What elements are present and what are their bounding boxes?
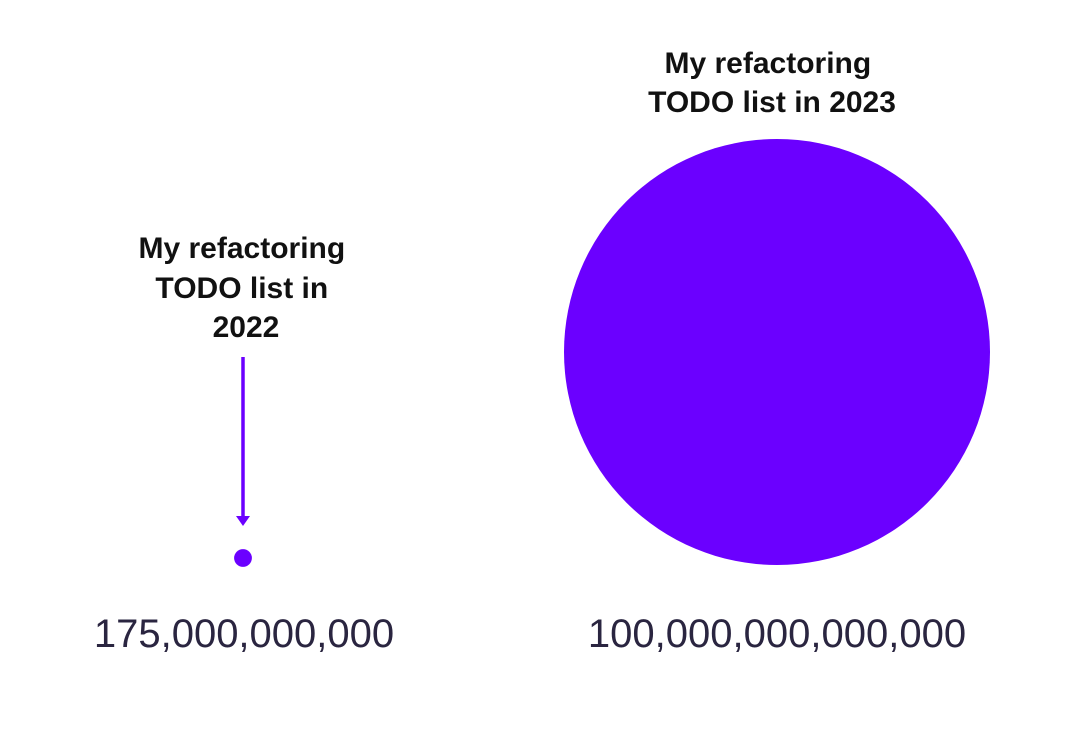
bubble-title-2023-line-2: TODO list in 2023 [648,86,896,119]
bubble-title-2022: My refactoring TODO list in 2022 [138,232,353,344]
bubble-title-2022-line-3: 2022 [213,311,280,344]
bubble-value-2023: 100,000,000,000,000 [588,612,966,656]
bubble-title-2023-line-1: My refactoring [664,47,871,80]
bubble-group-2022: My refactoring TODO list in 2022 175,000… [94,232,394,656]
bubble-title-2022-line-2: TODO list in [155,272,328,305]
bubble-value-2022: 175,000,000,000 [94,612,394,656]
bubble-title-2022-line-1: My refactoring [138,232,345,265]
bubble-2023 [564,139,990,565]
bubble-group-2023: My refactoring TODO list in 2023 100,000… [564,47,990,656]
pointer-arrow-head [236,516,250,526]
bubble-title-2023: My refactoring TODO list in 2023 [648,47,896,119]
bubble-2022 [234,549,252,567]
